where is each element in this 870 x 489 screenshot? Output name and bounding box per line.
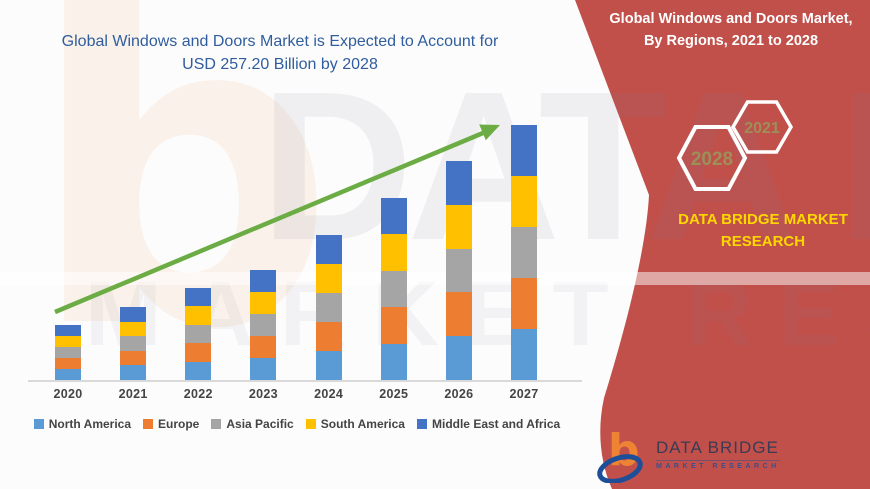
bar-segment-north-america — [315, 351, 342, 380]
logo-swoosh — [597, 454, 643, 483]
bar-segment-asia-pacific — [55, 347, 81, 358]
x-axis-label-2023: 2023 — [248, 387, 278, 401]
bar-segment-europe — [250, 336, 277, 358]
x-axis-label-2024: 2024 — [314, 387, 344, 401]
banner-heading: Global Windows and Doors Market, By Regi… — [598, 9, 864, 53]
page-title-line1: Global Windows and Doors Market is Expec… — [61, 33, 499, 50]
hexagon-2021-label: 2021 — [744, 120, 780, 137]
logo-b-glyph: b — [608, 427, 640, 476]
legend-label: Middle East and Africa — [431, 417, 561, 431]
legend-swatch — [143, 419, 154, 429]
x-axis-label-2022: 2022 — [183, 387, 213, 401]
bar-segment-north-america — [250, 358, 277, 380]
legend-item-europe: Europe — [143, 417, 199, 431]
stacked-bar-2020 — [55, 325, 81, 380]
bar-segment-europe — [185, 343, 212, 362]
legend-label: North America — [48, 417, 132, 431]
x-axis-label-2026: 2026 — [444, 387, 474, 401]
hexagon-2028-label: 2028 — [691, 149, 733, 170]
legend-label: South America — [320, 417, 405, 431]
bar-segment-asia-pacific — [120, 336, 147, 351]
bar-segment-north-america — [380, 343, 407, 380]
brand-text-line2: RESEARCH — [720, 232, 806, 250]
legend-swatch — [305, 419, 316, 429]
legend-label: Europe — [158, 417, 200, 431]
legend-swatch — [33, 419, 44, 429]
logo-text-block: DATA BRIDGE MARKET RESEARCH — [656, 438, 780, 470]
data-bridge-logo: b DATA BRIDGE MARKET RESEARCH — [596, 427, 780, 483]
banner-heading-line1: Global Windows and Doors Market, — [609, 11, 853, 27]
bar-segment-europe — [511, 278, 538, 329]
hexagon-2028 — [676, 125, 748, 191]
bar-segment-europe — [315, 322, 342, 351]
bar-segment-north-america — [445, 336, 472, 380]
legend-item-south-america: South America — [305, 417, 405, 431]
bar-segment-north-america — [185, 361, 212, 380]
bar-segment-middle-east-and-africa — [55, 325, 81, 336]
x-axis-label-2020: 2020 — [53, 387, 83, 401]
bar-segment-north-america — [511, 329, 538, 380]
stacked-bar-2027 — [511, 125, 538, 380]
legend-swatch — [211, 419, 222, 429]
legend-label: Asia Pacific — [226, 417, 294, 431]
chart-legend: North America Europe Asia Pacific South Ame… — [18, 417, 576, 431]
bar-segment-north-america — [55, 369, 81, 380]
bar-segment-europe — [120, 350, 147, 366]
page-title: Global Windows and Doors Market is Expec… — [25, 30, 535, 76]
bar-segment-asia-pacific — [185, 324, 212, 344]
bar-segment-south-america — [120, 321, 147, 337]
brand-text-line1: DATA BRIDGE MARKET — [678, 211, 848, 228]
bar-segment-south-america — [511, 176, 538, 227]
x-axis-baseline — [28, 380, 582, 382]
hexagon-2021 — [730, 100, 794, 154]
page-title-line2: USD 257.20 Billion by 2028 — [182, 56, 378, 74]
bar-segment-asia-pacific — [511, 227, 538, 278]
bar-segment-asia-pacific — [250, 314, 277, 336]
data-bridge-logo-icon: b — [597, 427, 643, 483]
logo-subtitle: MARKET RESEARCH — [656, 460, 780, 470]
x-axis-label-2021: 2021 — [118, 387, 148, 401]
legend-item-asia-pacific: Asia Pacific — [211, 417, 294, 431]
logo-title: DATA BRIDGE — [656, 438, 779, 457]
bar-segment-north-america — [120, 365, 147, 380]
x-axis-label-2027: 2027 — [509, 387, 539, 401]
bar-segment-europe — [55, 358, 81, 369]
x-axis-label-2025: 2025 — [379, 387, 409, 401]
brand-text: DATA BRIDGE MARKET RESEARCH — [660, 209, 866, 253]
legend-swatch — [416, 419, 427, 429]
bar-segment-middle-east-and-africa — [511, 125, 538, 176]
banner-heading-line2: By Regions, 2021 to 2028 — [643, 32, 819, 49]
legend-item-north-america: North America — [33, 417, 132, 431]
red-banner-path — [575, 0, 870, 489]
bar-segment-south-america — [55, 336, 81, 347]
legend-item-middle-east-and-africa: Middle East and Africa — [416, 417, 561, 431]
